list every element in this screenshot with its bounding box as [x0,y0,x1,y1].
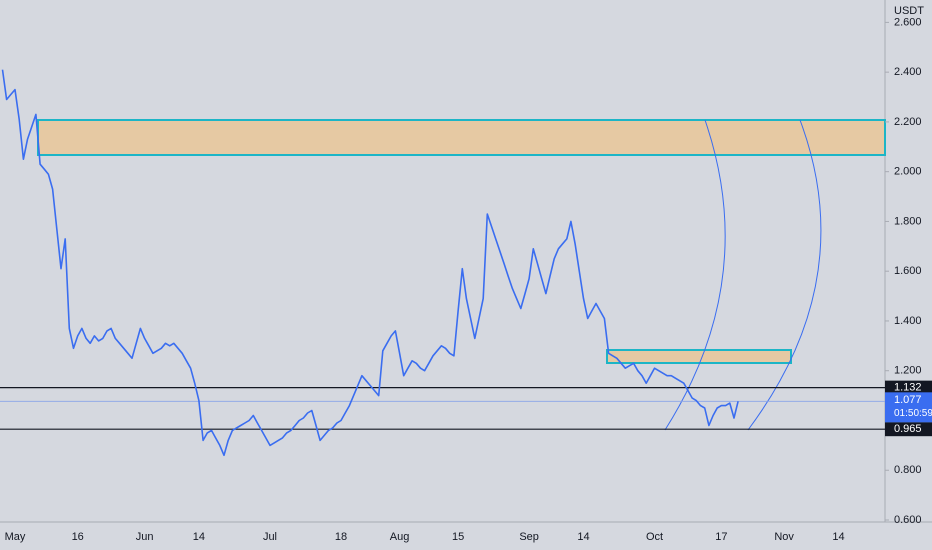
x-tick-label: Nov [774,531,794,543]
x-tick-label: 15 [452,531,464,543]
price-line [1,69,739,457]
currency-label: USDT [894,5,924,17]
y-tick-label: 2.600 [894,16,922,28]
x-tick-label: Oct [646,531,663,543]
x-tick-label: 18 [335,531,347,543]
level-label: 1.132 [894,382,922,394]
y-tick-label: 2.400 [894,66,922,78]
x-tick-label: May [5,531,26,543]
x-tick-label: Sep [519,531,539,543]
x-tick-label: 14 [577,531,589,543]
x-tick-label: Jun [136,531,154,543]
x-tick-label: 14 [193,531,205,543]
y-tick-label: 1.400 [894,315,922,327]
arc-drawing [747,119,822,431]
y-tick-label: 1.800 [894,215,922,227]
x-tick-label: 14 [832,531,844,543]
supply-zone [37,119,886,156]
y-tick-label: 1.200 [894,365,922,377]
countdown-label: 01:50:59 [894,408,932,419]
y-tick-label: 0.600 [894,514,922,526]
level-label-box [885,422,932,437]
last-price-label: 1.077 [894,394,922,406]
x-tick-label: 16 [72,531,84,543]
level-label-box [885,380,932,395]
last-price-box [885,392,932,423]
y-tick-label: 2.000 [894,166,922,178]
x-tick-label: Jul [263,531,277,543]
y-tick-label: 2.200 [894,116,922,128]
plot [0,69,885,457]
level-label: 0.965 [894,423,922,435]
y-tick-label: 1.600 [894,265,922,277]
x-tick-label: 17 [715,531,727,543]
x-tick-label: Aug [390,531,410,543]
y-tick-label: 0.800 [894,464,922,476]
demand-zone [606,349,792,364]
